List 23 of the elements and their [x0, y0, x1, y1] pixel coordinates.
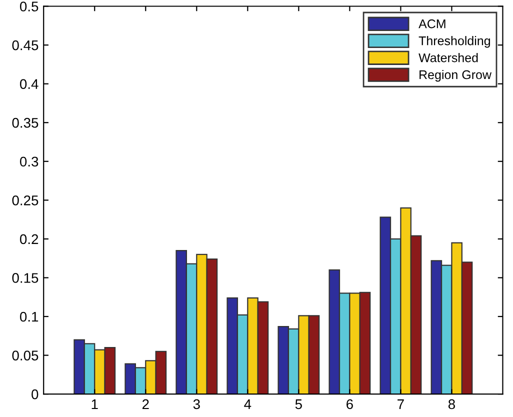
x-tick-label: 7	[398, 399, 404, 409]
legend-label: Watershed	[418, 53, 478, 62]
y-tick-label: 0.3	[20, 156, 38, 167]
x-tick-label: 1	[92, 399, 98, 409]
y-tick-label: 0.2	[20, 234, 38, 244]
y-tick-label: 0.35	[12, 118, 38, 128]
y-tick-label: 0.4	[20, 79, 38, 89]
y-tick-label: 0.1	[20, 312, 38, 322]
x-tick-label: 6	[346, 399, 353, 410]
legend-label: Thresholding	[418, 36, 490, 48]
x-tick-label: 2	[142, 399, 149, 409]
x-tick-label: 3	[193, 399, 200, 410]
y-tick-label: 0.45	[12, 40, 38, 50]
y-tick-label: 0.25	[12, 195, 38, 206]
legend-label: ACM	[418, 19, 446, 28]
y-tick-label: 0	[32, 389, 38, 400]
y-tick-label: 0.5	[20, 2, 38, 12]
y-tick-label: 0.15	[12, 273, 38, 283]
x-tick-label: 8	[448, 399, 455, 410]
y-tick-label: 0.05	[12, 350, 38, 360]
legend-label: Region Grow	[420, 70, 492, 82]
x-tick-label: 4	[244, 399, 252, 409]
x-tick-label: 5	[295, 399, 302, 410]
